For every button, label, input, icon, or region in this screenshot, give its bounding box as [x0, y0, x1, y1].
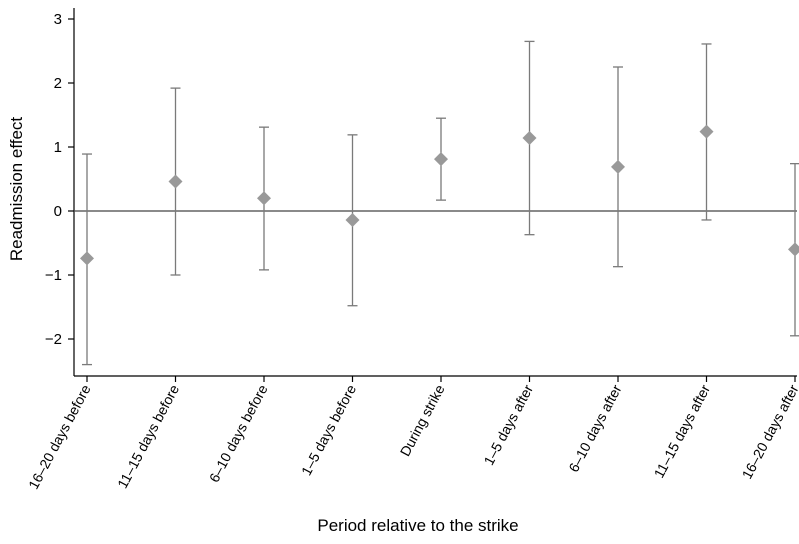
point-estimate-marker: [434, 152, 448, 167]
y-tick-label: 0: [54, 203, 62, 220]
x-tick-label-layer: 16–20 days before 11–15 days before 6–10 d…: [25, 382, 799, 492]
y-tick-label: −2: [45, 331, 62, 348]
y-tick-label: 2: [54, 75, 62, 92]
x-tick-label: 11–15 days after: [651, 382, 714, 481]
point-estimate-marker: [257, 191, 271, 206]
point-estimate-marker: [522, 131, 537, 146]
x-tick-label: 11–15 days before: [114, 382, 182, 491]
x-tick-label: During strike: [397, 382, 448, 459]
axes-layer: 3 2 1 0 −1 −2: [45, 8, 797, 382]
marker-layer: [80, 124, 799, 266]
point-estimate-marker: [699, 124, 714, 139]
x-tick-label: 1–5 days after: [480, 382, 536, 468]
point-estimate-marker: [788, 242, 799, 257]
y-axis-title: Readmission effect: [7, 117, 26, 262]
x-tick-label: 6–10 days after: [565, 382, 625, 475]
y-tick-label: 1: [54, 139, 62, 156]
point-estimate-marker: [80, 251, 94, 266]
x-axis-title: Period relative to the strike: [317, 516, 518, 535]
x-tick-label: 16–20 days before: [25, 382, 94, 492]
x-tick-label: 16–20 days after: [739, 382, 799, 482]
point-estimate-marker: [611, 159, 625, 174]
point-estimate-marker: [345, 212, 360, 227]
y-tick-label: −1: [45, 267, 62, 284]
error-bar-layer: [82, 40, 799, 366]
x-tick-label: 6–10 days before: [206, 382, 271, 485]
x-tick-label: 1–5 days before: [298, 382, 359, 478]
y-tick-label: 3: [54, 11, 62, 28]
point-estimate-marker: [168, 174, 183, 189]
